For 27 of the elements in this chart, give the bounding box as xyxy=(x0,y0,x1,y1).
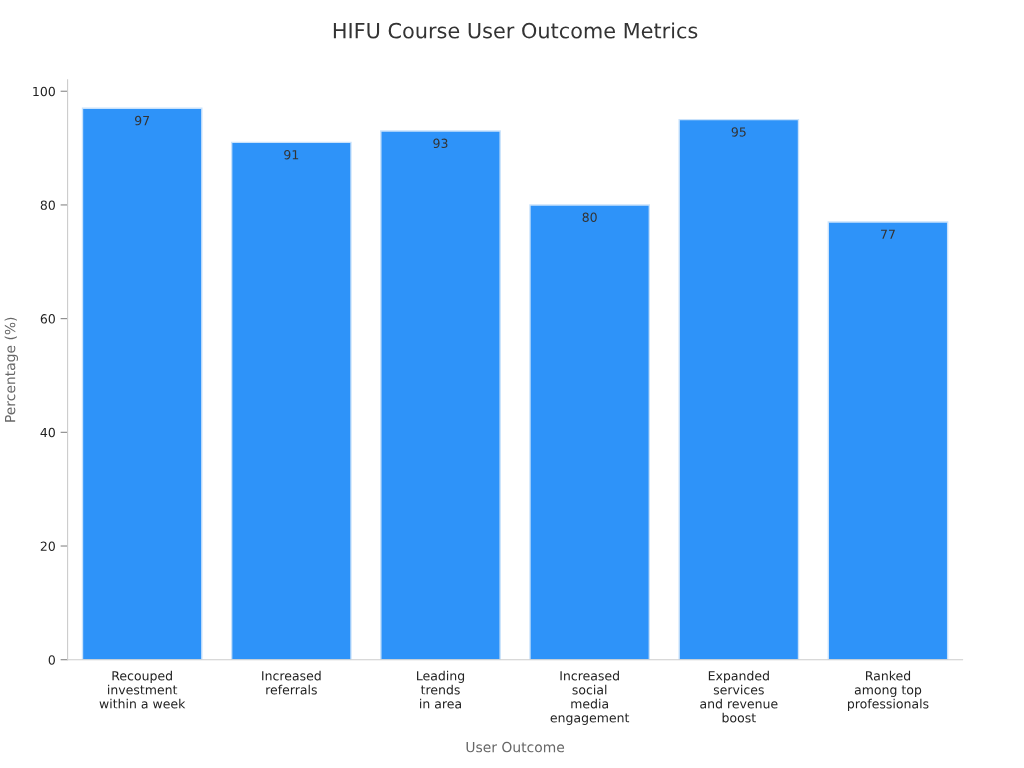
bar xyxy=(81,107,203,660)
x-tick-label: Expanded services and revenue boost xyxy=(700,670,778,723)
x-tick-label: Increased referrals xyxy=(262,670,321,695)
y-tick-label: 40 xyxy=(40,427,55,438)
chart-title: HIFU Course User Outcome Metrics xyxy=(333,22,698,39)
data-label: 95 xyxy=(731,127,746,137)
bar xyxy=(230,141,352,660)
bar xyxy=(529,204,651,660)
y-tick-label: 80 xyxy=(40,200,55,210)
x-axis-title: User Outcome xyxy=(466,741,565,753)
y-tick-label: 20 xyxy=(40,541,55,551)
y-tick-label: 100 xyxy=(33,86,55,97)
data-label: 97 xyxy=(135,115,150,126)
x-tick-label: Increased social media engagement xyxy=(550,670,630,725)
bar xyxy=(380,130,501,660)
bar xyxy=(827,221,949,660)
x-tick-label: Leading trends in area xyxy=(417,670,465,709)
data-label: 93 xyxy=(433,138,448,149)
data-label: 80 xyxy=(582,212,597,222)
y-tick-label: 60 xyxy=(40,314,55,324)
bar xyxy=(678,118,800,660)
y-tick-label: 0 xyxy=(48,655,55,665)
y-axis-title: Percentage (%) xyxy=(4,317,19,422)
x-tick-label: Ranked among top professionals xyxy=(847,670,929,711)
x-tick-label: Recouped investment within a week xyxy=(99,670,186,709)
data-label: 77 xyxy=(881,229,895,239)
data-label: 91 xyxy=(284,149,299,160)
